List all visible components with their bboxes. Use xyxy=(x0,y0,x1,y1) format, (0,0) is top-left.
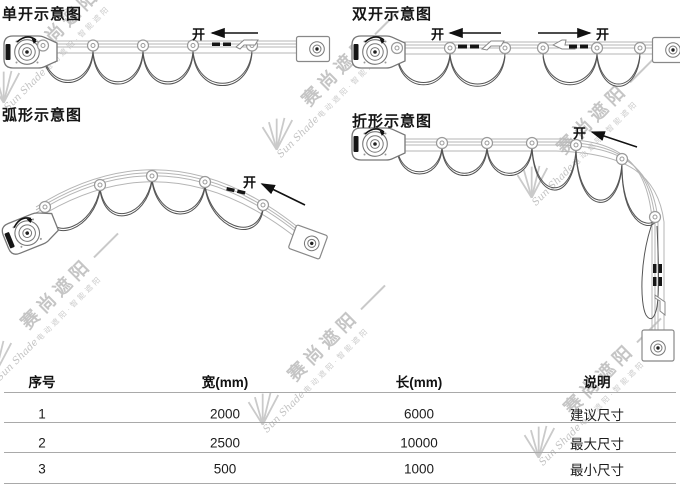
title-arc: 弧形示意图 xyxy=(2,107,83,124)
curtain-loops xyxy=(396,53,641,85)
col-header-width: 宽(mm) xyxy=(201,375,249,390)
open-label: 开 xyxy=(243,175,256,190)
col-header-length: 长(mm) xyxy=(395,375,443,390)
open-label-left: 开 xyxy=(431,27,444,42)
col-header-no: 序号 xyxy=(28,375,56,390)
end-cap xyxy=(295,35,331,63)
cell-note: 最大尺寸 xyxy=(570,437,624,452)
track-rail xyxy=(402,41,654,55)
diagram-arc: 开 xyxy=(0,169,329,260)
motor-icon xyxy=(351,127,406,161)
track-rail xyxy=(35,169,313,252)
glider-marks xyxy=(212,39,259,50)
cell-note: 建议尺寸 xyxy=(570,408,624,423)
col-header-note: 说明 xyxy=(583,375,611,390)
cell-length: 10000 xyxy=(400,435,438,451)
glider-marks xyxy=(653,264,666,317)
title-double-open: 双开示意图 xyxy=(352,6,433,23)
table-divider xyxy=(4,422,676,423)
end-cap xyxy=(651,36,680,64)
title-single-open: 单开示意图 xyxy=(2,6,83,23)
cell-length: 1000 xyxy=(403,461,435,477)
open-label: 开 xyxy=(192,27,205,42)
table-divider xyxy=(4,452,676,453)
track-rail xyxy=(402,138,665,330)
cell-no: 1 xyxy=(38,406,46,422)
cell-no: 3 xyxy=(38,461,46,477)
diagram-single-open: 开 xyxy=(3,27,331,87)
cell-width: 2500 xyxy=(209,435,241,451)
diagram-double-open: 开 开 xyxy=(351,27,680,87)
title-fold: 折形示意图 xyxy=(352,113,433,130)
curtain-loops xyxy=(42,50,253,84)
cell-length: 6000 xyxy=(403,406,435,422)
open-label: 开 xyxy=(573,126,586,141)
table-divider xyxy=(4,392,676,393)
open-label-right: 开 xyxy=(596,27,609,42)
end-cap xyxy=(641,329,675,362)
open-direction-arrow xyxy=(260,183,306,206)
glider-marks xyxy=(226,187,246,195)
spec-table: 序号 宽(mm) 长(mm) 说明 1 2000 6000 建议尺寸 2 250… xyxy=(0,360,680,488)
cell-note: 最小尺寸 xyxy=(570,463,624,478)
motor-icon xyxy=(3,35,58,69)
glider-marks xyxy=(458,39,588,51)
cell-width: 500 xyxy=(213,461,237,477)
diagram-fold: 开 xyxy=(351,126,675,362)
table-divider xyxy=(4,483,676,484)
cell-width: 2000 xyxy=(209,406,241,422)
motor-icon xyxy=(0,206,62,258)
open-direction-arrow xyxy=(590,131,638,148)
cell-no: 2 xyxy=(38,435,46,451)
